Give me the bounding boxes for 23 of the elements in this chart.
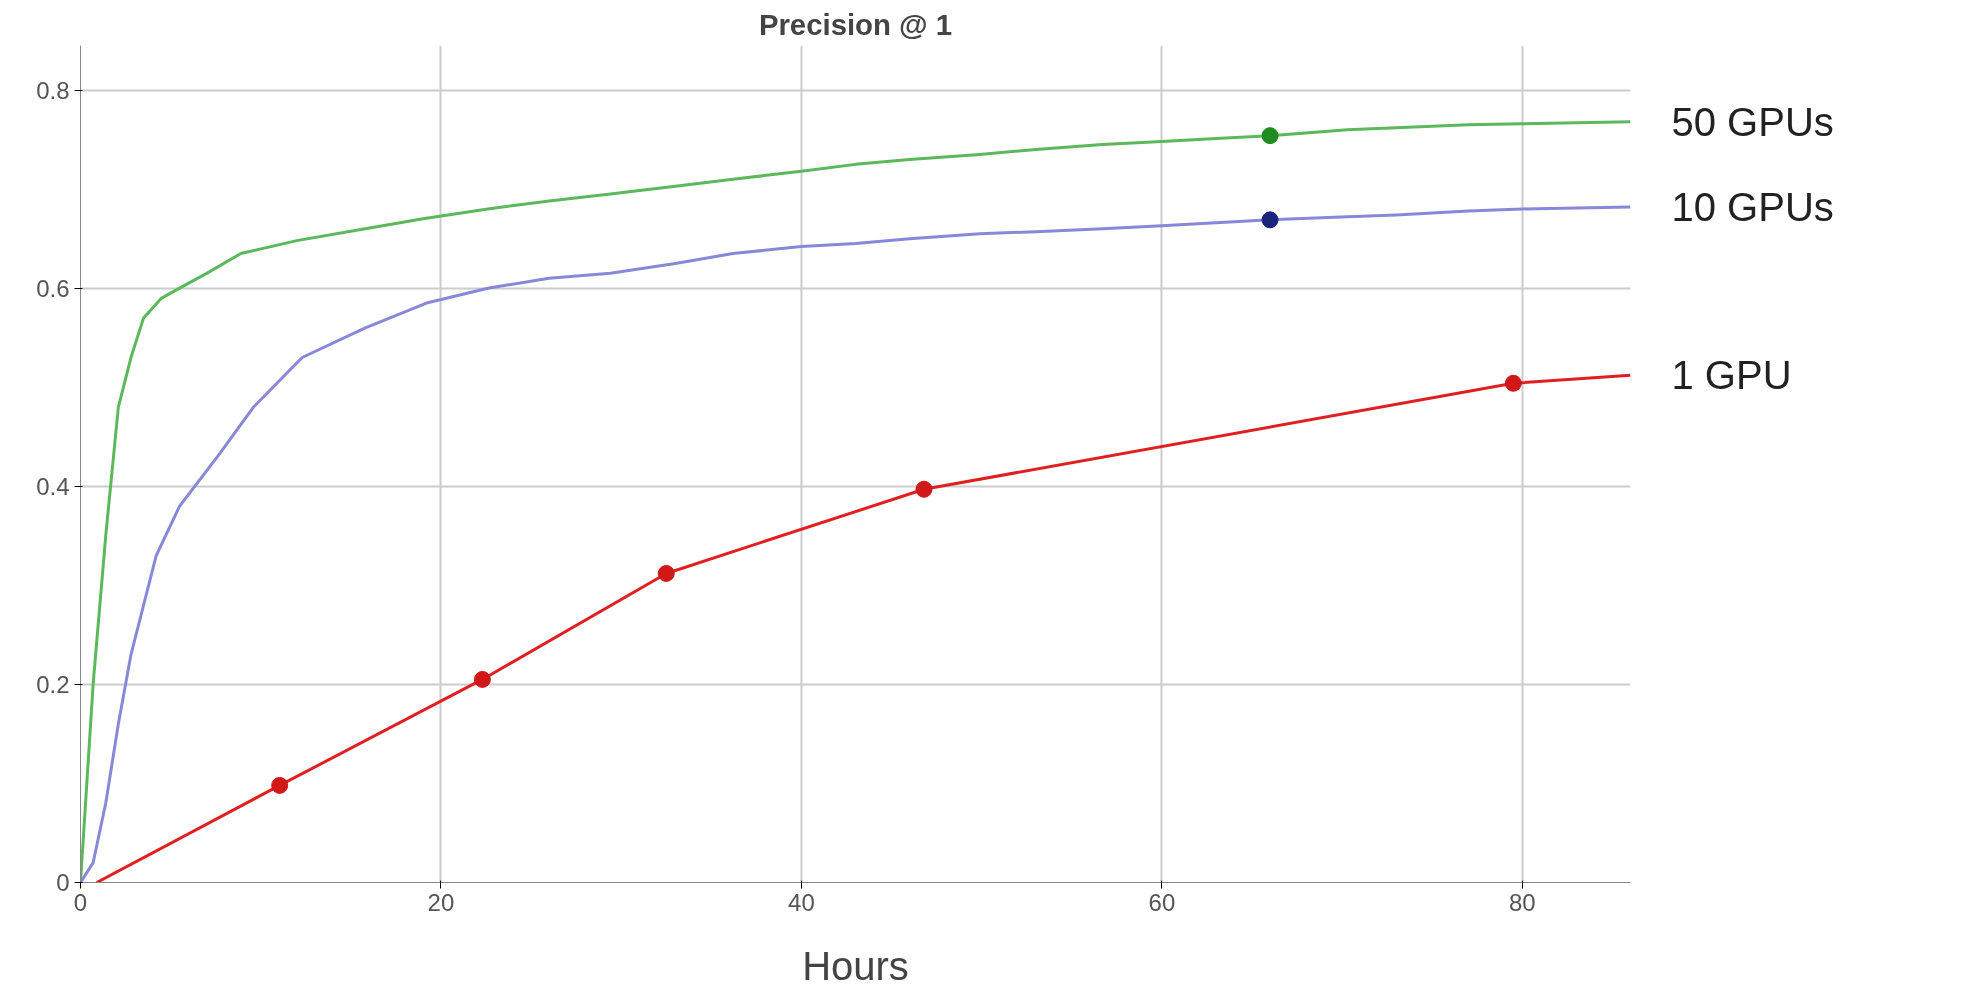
series-label: 1 GPU <box>1671 353 1792 398</box>
point <box>271 776 289 794</box>
point <box>657 564 675 582</box>
x-tick-label: 20 <box>427 888 455 916</box>
y-tick-label: 0.2 <box>36 670 70 698</box>
x-tick-label: 40 <box>788 888 815 916</box>
y-tick-label: 0 <box>56 869 70 896</box>
y-tick-label: 0.4 <box>36 472 70 500</box>
y-tick-label: 0.8 <box>36 76 70 104</box>
point <box>473 670 491 688</box>
series-label: 50 GPUs <box>1671 99 1834 144</box>
y-tick-label: 0.6 <box>36 274 70 302</box>
series-label: 10 GPUs <box>1671 184 1834 229</box>
point <box>1504 374 1522 392</box>
point <box>915 480 933 498</box>
x-tick-label: 0 <box>73 888 88 916</box>
x-tick-label: 60 <box>1148 888 1176 916</box>
point <box>1261 127 1279 145</box>
line-series <box>95 373 1631 883</box>
chart-title: Precision @ 1 <box>758 7 953 41</box>
x-axis-title: Hours <box>802 943 909 988</box>
point <box>1261 211 1279 229</box>
x-tick-label: 80 <box>1509 888 1536 916</box>
